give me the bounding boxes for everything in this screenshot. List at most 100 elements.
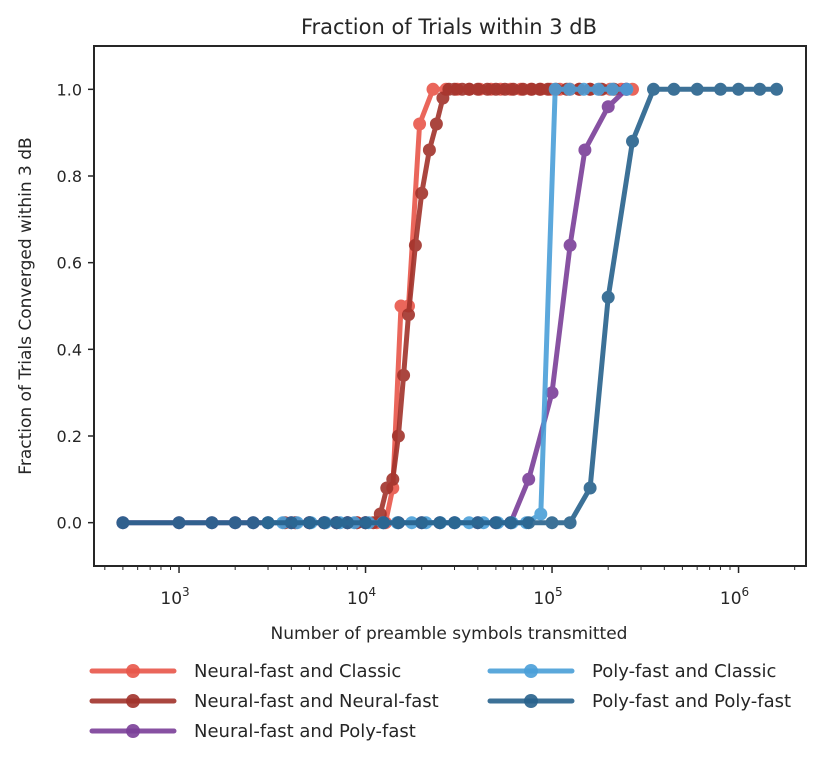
data-point (489, 82, 503, 96)
data-point (714, 82, 727, 96)
legend-swatch-icon (89, 724, 177, 738)
y-tick-label: 0.8 (57, 167, 82, 186)
data-point (647, 82, 660, 96)
legend-item-poly-fast-poly-fast: Poly-fast and Poly-fast (486, 686, 791, 716)
data-point (770, 82, 784, 96)
legend-swatch-icon (487, 664, 575, 678)
plot-frame (93, 45, 807, 567)
data-point (667, 82, 681, 96)
legend-label: Neural-fast and Classic (194, 660, 402, 682)
data-point (601, 290, 615, 304)
legend-marker (524, 664, 538, 678)
data-point (753, 82, 767, 96)
series-line (265, 86, 630, 526)
x-axis-label: Number of preamble symbols transmitted (271, 624, 628, 644)
data-point (534, 507, 548, 521)
x-tick-label: 104 (347, 585, 376, 609)
series-4 (116, 82, 784, 530)
data-point (563, 238, 577, 252)
legend-marker (126, 724, 140, 738)
chart-title: Fraction of Trials within 3 dB (301, 15, 597, 39)
data-point (471, 516, 485, 530)
data-point (302, 516, 316, 530)
data-point (448, 516, 461, 530)
data-point (172, 516, 186, 530)
data-point (577, 82, 591, 96)
data-point (620, 82, 634, 96)
data-point (415, 186, 429, 200)
data-point (591, 82, 605, 96)
data-point (563, 82, 576, 96)
data-point (359, 516, 372, 530)
data-point (391, 516, 405, 530)
chart: Fraction of Trials within 3 dB 0.0 0.2 0.4… (16, 15, 807, 644)
legend-label: Poly-fast and Classic (592, 660, 777, 682)
data-point (433, 516, 447, 530)
legend-label: Neural-fast and Neural-fast (194, 690, 439, 712)
data-point (563, 516, 577, 530)
data-point (506, 82, 520, 96)
x-tick-label: 105 (533, 585, 562, 609)
data-point (413, 117, 427, 131)
data-point (386, 472, 400, 486)
data-point (284, 516, 298, 530)
data-point (341, 516, 354, 530)
y-tick-label: 0.6 (57, 254, 82, 273)
data-point (545, 516, 559, 530)
data-point (429, 117, 443, 131)
data-point (504, 516, 518, 530)
data-point (583, 481, 597, 495)
data-point (261, 516, 275, 530)
data-point (601, 100, 615, 114)
data-point (228, 516, 242, 530)
data-point (606, 82, 619, 96)
y-tick-label: 0.0 (57, 514, 82, 533)
y-axis-label: Fraction of Trials Converged within 3 dB (16, 137, 36, 474)
data-point (317, 516, 331, 530)
data-point (690, 82, 704, 96)
series-layer (116, 82, 784, 530)
axes-layer: 0.0 0.2 0.4 0.6 0.8 1.0 103 104 105 106 (57, 45, 807, 609)
data-point (548, 82, 562, 96)
data-point (397, 368, 411, 382)
data-point (545, 386, 559, 400)
data-point (489, 516, 503, 530)
y-tick-label: 1.0 (57, 80, 82, 99)
data-point (377, 516, 391, 530)
data-point (205, 516, 219, 530)
legend-item-poly-fast-classic: Poly-fast and Classic (486, 656, 776, 686)
x-tick-label: 106 (720, 585, 749, 609)
series-3 (261, 82, 634, 530)
legend-item-neural-fast-poly-fast: Neural-fast and Poly-fast (88, 716, 416, 746)
data-point (415, 516, 429, 530)
data-point (116, 516, 130, 530)
data-point (408, 238, 422, 252)
data-point (578, 143, 592, 157)
legend-swatch-icon (487, 694, 575, 708)
data-point (522, 516, 536, 530)
legend-marker (126, 664, 140, 678)
legend-label: Poly-fast and Poly-fast (592, 690, 792, 712)
legend-item-neural-fast-classic: Neural-fast and Classic (88, 656, 401, 686)
legend-label: Neural-fast and Poly-fast (194, 720, 416, 742)
data-point (422, 143, 436, 157)
data-point (391, 429, 405, 443)
data-point (471, 82, 485, 96)
series-line (282, 86, 629, 526)
data-point (246, 516, 260, 530)
x-tick-label: 103 (160, 585, 189, 609)
legend-item-neural-fast-neural-fast: Neural-fast and Neural-fast (88, 686, 439, 716)
y-tick-label: 0.2 (57, 427, 82, 446)
legend-marker (126, 694, 140, 708)
legend-swatch-icon (89, 664, 177, 678)
y-tick-label: 0.4 (57, 340, 82, 359)
legend: Neural-fast and Classic Neural-fast and … (88, 656, 818, 756)
data-point (626, 134, 639, 148)
legend-swatch-icon (89, 694, 177, 708)
data-point (732, 82, 745, 96)
data-point (522, 472, 536, 486)
series-line (120, 86, 780, 526)
data-point (402, 308, 415, 322)
data-point (330, 516, 344, 530)
legend-marker (524, 694, 538, 708)
